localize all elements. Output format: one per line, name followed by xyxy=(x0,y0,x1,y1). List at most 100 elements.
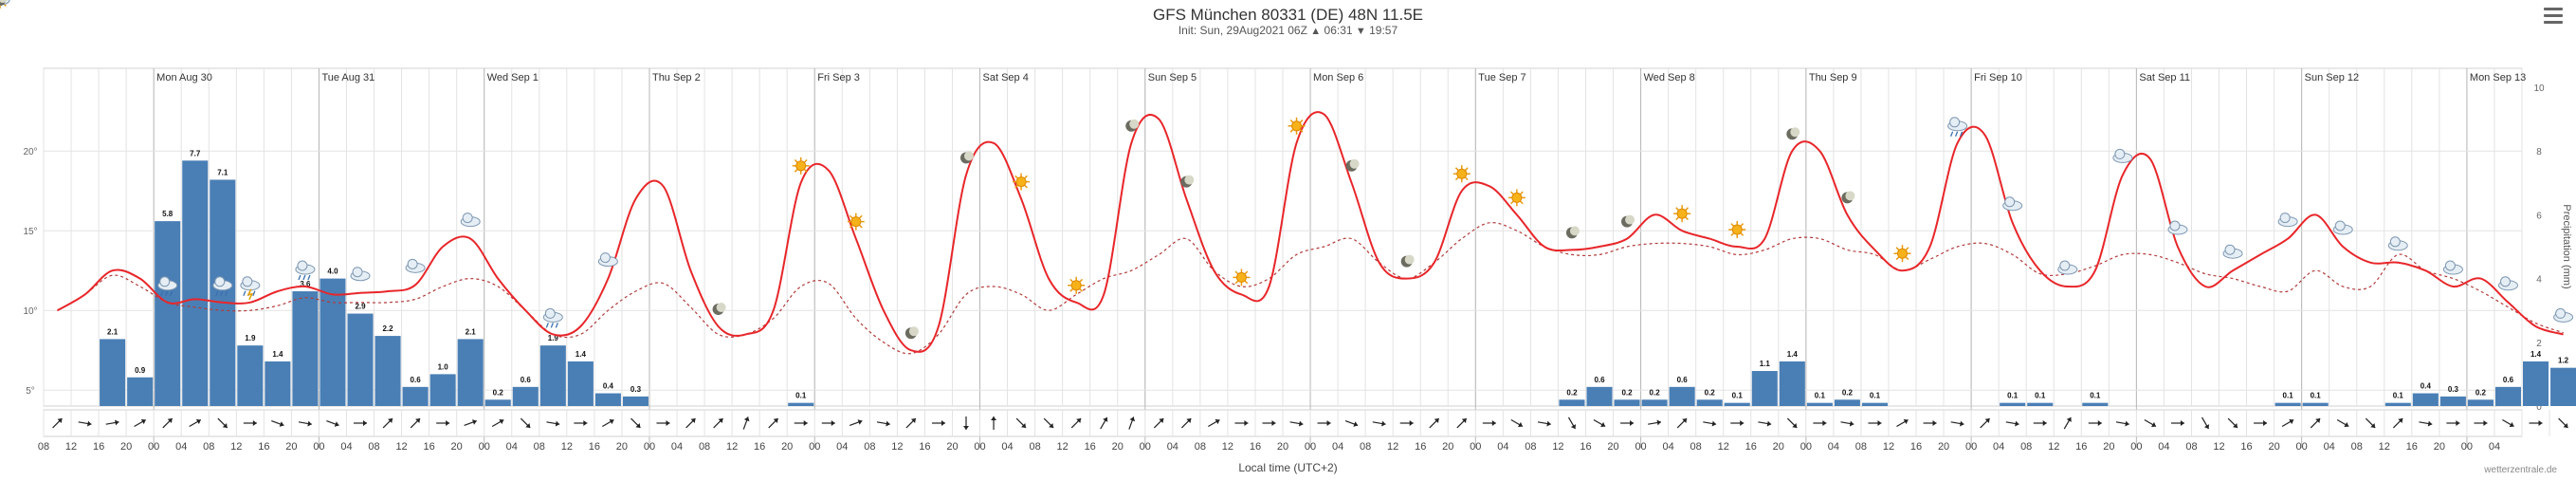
precip-label: 1.1 xyxy=(1760,360,1771,368)
cloud-puff xyxy=(2279,213,2291,224)
wind-head xyxy=(415,418,421,423)
sun-icon xyxy=(1728,221,1746,238)
hour-label: 20 xyxy=(120,441,132,453)
hour-label: 00 xyxy=(2461,441,2473,453)
precip-bar xyxy=(594,393,621,406)
rain-drop xyxy=(220,290,224,297)
hour-label: 16 xyxy=(1910,441,1922,453)
precip-bar xyxy=(484,399,511,406)
hour-label: 00 xyxy=(313,441,324,453)
precip-bar xyxy=(210,179,236,406)
day-label: Sun Sep 12 xyxy=(2305,72,2360,83)
precip-label: 0.2 xyxy=(1650,388,1661,397)
wind-arrow-icon xyxy=(78,420,92,427)
day-label: Mon Sep 13 xyxy=(2470,72,2526,83)
cloud-puff xyxy=(407,258,418,269)
wind-head xyxy=(279,421,284,427)
moon-shade xyxy=(1845,191,1855,201)
sun-ray xyxy=(1299,128,1304,133)
hour-label: 16 xyxy=(2240,441,2252,453)
wind-head xyxy=(1740,420,1745,426)
sun-ray xyxy=(1014,175,1019,179)
wind-head xyxy=(1409,420,1414,426)
hour-label: 04 xyxy=(671,441,683,453)
sun-icon xyxy=(1013,173,1031,191)
day-label: Tue Sep 7 xyxy=(1478,72,1526,83)
hour-label: 12 xyxy=(65,441,77,453)
wind-head xyxy=(583,420,588,426)
moon-shade xyxy=(1129,119,1140,129)
cloud-icon xyxy=(2553,307,2574,323)
wind-head xyxy=(167,418,173,423)
wind-head xyxy=(252,420,257,426)
wind-arrow-icon xyxy=(1758,420,1772,427)
sun-disc xyxy=(1511,192,1523,203)
hour-label: 20 xyxy=(451,441,463,453)
wind-head xyxy=(2125,420,2129,427)
wind-head xyxy=(388,418,393,423)
wind-arrow-icon xyxy=(2529,420,2543,426)
precip-label: 0.9 xyxy=(135,366,146,375)
precip-label: 0.1 xyxy=(1870,392,1881,400)
hour-label: 08 xyxy=(1029,441,1040,453)
precip-bar xyxy=(1614,399,1640,406)
chart-title: GFS München 80331 (DE) 48N 11.5E xyxy=(1152,6,1424,24)
cloud-icon xyxy=(2222,244,2243,259)
sun-ray xyxy=(794,158,798,163)
precip-label: 0.4 xyxy=(2421,382,2432,391)
moon-shade xyxy=(1404,254,1415,265)
hour-label: 08 xyxy=(2351,441,2363,453)
precip-label: 1.4 xyxy=(1787,350,1799,359)
hour-label: 00 xyxy=(1965,441,1977,453)
precip-bar xyxy=(1586,386,1613,406)
hour-label: 08 xyxy=(534,441,545,453)
wind-head xyxy=(1129,416,1136,422)
wind-arrow-icon xyxy=(2558,417,2568,429)
dewpoint-line xyxy=(57,221,2564,355)
wind-arrow-icon xyxy=(2033,420,2047,426)
wind-head xyxy=(2180,420,2184,426)
wind-arrow-icon xyxy=(656,420,670,426)
wind-head xyxy=(2398,418,2403,423)
wind-head xyxy=(2289,418,2294,425)
moon-icon xyxy=(1345,158,1360,172)
wind-head xyxy=(2203,424,2210,430)
hour-label: 00 xyxy=(2296,441,2308,453)
hour-label: 08 xyxy=(2185,441,2197,453)
sun-ray xyxy=(1079,287,1084,292)
hamburger-menu-icon[interactable] xyxy=(2544,8,2563,25)
precip-label: 7.7 xyxy=(190,149,201,157)
precip-bar xyxy=(1669,386,1695,406)
hour-label: 04 xyxy=(836,441,848,453)
wind-head xyxy=(2483,420,2488,426)
wind-arrow-icon xyxy=(1703,420,1717,427)
hour-label: 08 xyxy=(1690,441,1702,453)
hour-label: 16 xyxy=(423,441,434,453)
precip-bar xyxy=(127,377,154,406)
wind-head xyxy=(609,418,614,425)
wind-head xyxy=(1822,420,1827,426)
precip-label: 0.6 xyxy=(1677,376,1689,384)
wind-arrow-icon xyxy=(794,420,808,426)
wind-head xyxy=(1932,420,1937,426)
y-left-tick: 5° xyxy=(26,386,35,397)
wind-head xyxy=(2509,421,2514,428)
y-right-title: Precipitation (mm) xyxy=(2561,204,2572,288)
precip-bar xyxy=(292,291,319,406)
wind-head xyxy=(1792,423,1798,428)
wind-arrow-icon xyxy=(2392,417,2403,429)
wind-head xyxy=(2066,416,2072,422)
wind-arrow-icon xyxy=(962,416,969,430)
hour-label: 04 xyxy=(1662,441,1673,453)
precip-bar xyxy=(265,361,291,406)
wind-arrow-icon xyxy=(768,417,779,429)
wind-arrow-icon xyxy=(243,420,257,426)
wind-arrow-icon xyxy=(2281,418,2294,428)
moon-icon xyxy=(712,303,726,315)
hour-label: 04 xyxy=(1993,441,2004,453)
wind-arrow-icon xyxy=(713,417,723,429)
hour-label: 16 xyxy=(2075,441,2087,453)
cloud-puff xyxy=(2114,148,2126,159)
hour-label: 00 xyxy=(2130,441,2142,453)
wind-arrow-icon xyxy=(1896,418,1909,428)
